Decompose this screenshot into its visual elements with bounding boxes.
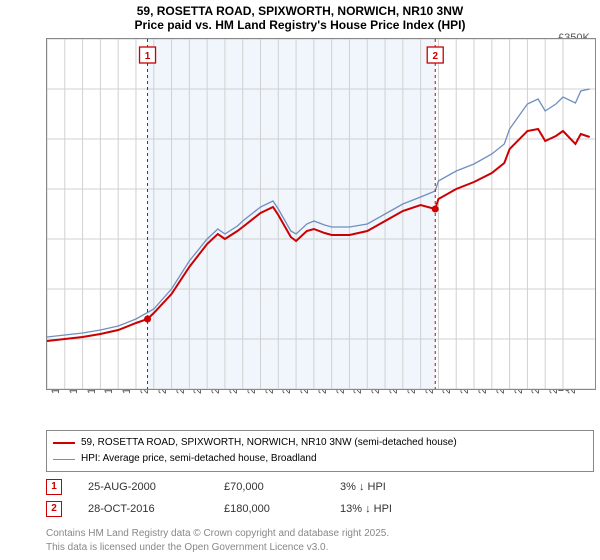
svg-text:1: 1 <box>145 51 151 62</box>
credit-line-2: This data is licensed under the Open Gov… <box>46 542 328 553</box>
credit-text: Contains HM Land Registry data © Crown c… <box>46 527 389 554</box>
sale-marker: 1 <box>46 479 62 495</box>
legend-swatch <box>53 459 75 460</box>
chart-title: 59, ROSETTA ROAD, SPIXWORTH, NORWICH, NR… <box>137 4 463 18</box>
chart-title-block: 59, ROSETTA ROAD, SPIXWORTH, NORWICH, NR… <box>0 0 600 32</box>
sale-price: £180,000 <box>224 503 314 515</box>
svg-text:2: 2 <box>432 51 438 62</box>
legend-row: 59, ROSETTA ROAD, SPIXWORTH, NORWICH, NR… <box>53 435 587 451</box>
sale-price: £70,000 <box>224 481 314 493</box>
chart-plot: 12 <box>46 38 596 390</box>
sale-date: 28-OCT-2016 <box>88 503 198 515</box>
sale-date: 25-AUG-2000 <box>88 481 198 493</box>
sale-marker: 2 <box>46 501 62 517</box>
legend-swatch <box>53 442 75 444</box>
sales-table: 1 25-AUG-2000 £70,000 3% ↓ HPI 2 28-OCT-2016 £… <box>46 476 392 520</box>
sale-row: 1 25-AUG-2000 £70,000 3% ↓ HPI <box>46 476 392 498</box>
sale-delta: 13% ↓ HPI <box>340 503 392 515</box>
legend-label: HPI: Average price, semi-detached house,… <box>81 451 317 467</box>
sale-row: 2 28-OCT-2016 £180,000 13% ↓ HPI <box>46 498 392 520</box>
legend-row: HPI: Average price, semi-detached house,… <box>53 451 587 467</box>
sale-delta: 3% ↓ HPI <box>340 481 386 493</box>
legend-label: 59, ROSETTA ROAD, SPIXWORTH, NORWICH, NR… <box>81 435 457 451</box>
chart-subtitle: Price paid vs. HM Land Registry's House … <box>0 18 600 32</box>
legend: 59, ROSETTA ROAD, SPIXWORTH, NORWICH, NR… <box>46 430 594 472</box>
credit-line-1: Contains HM Land Registry data © Crown c… <box>46 528 389 539</box>
